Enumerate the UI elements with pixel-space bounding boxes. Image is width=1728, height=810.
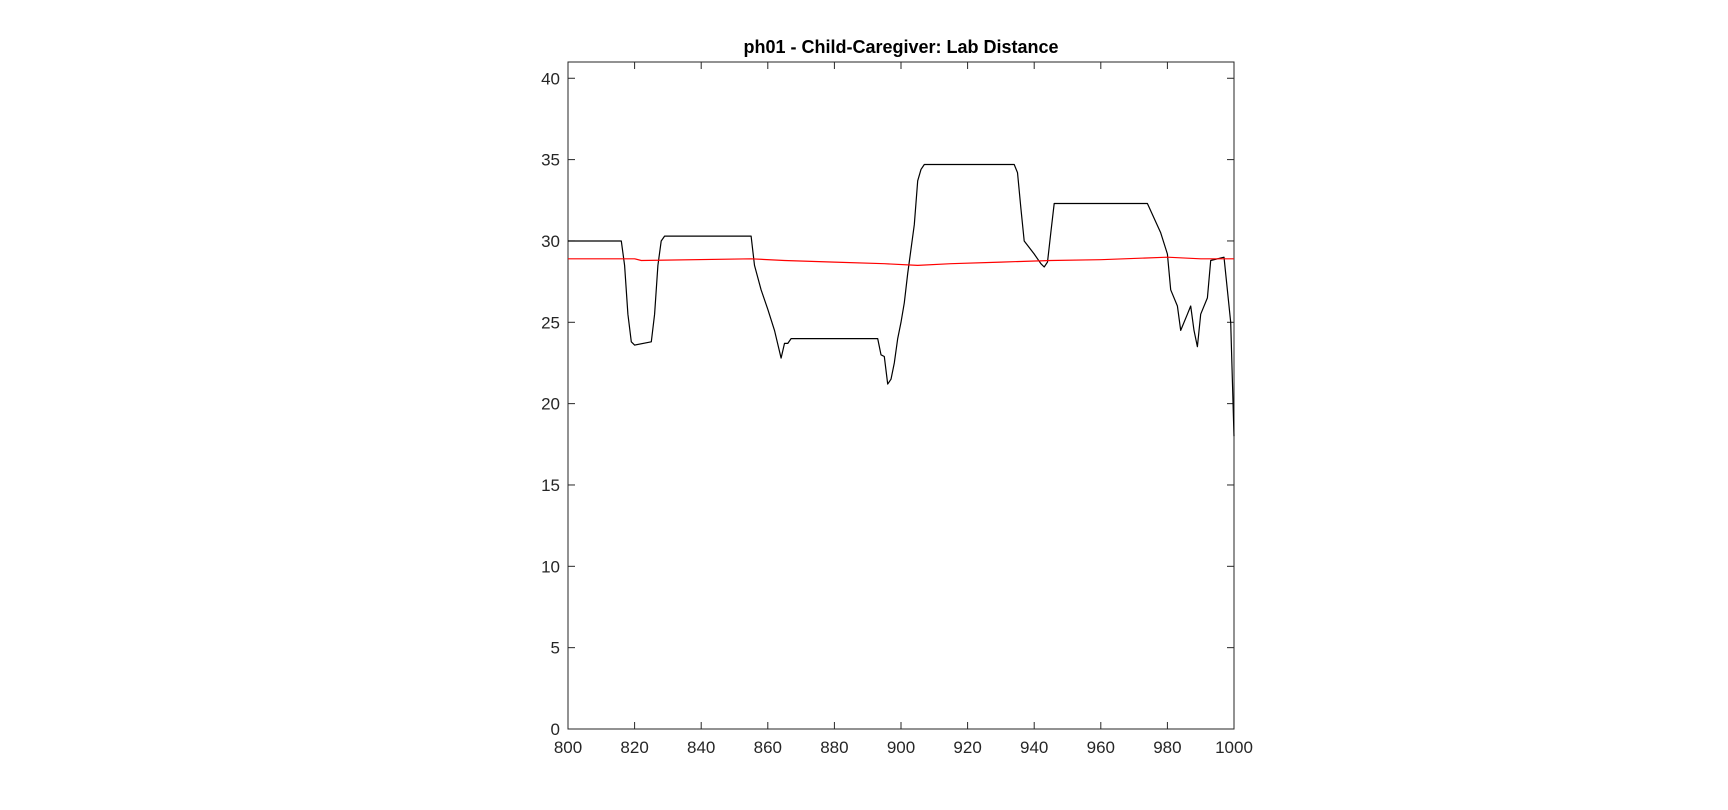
x-tick-label: 980 — [1153, 738, 1181, 757]
series-line-0 — [568, 163, 1235, 437]
series-1 — [568, 256, 1234, 266]
y-tick-label: 10 — [541, 557, 560, 576]
x-tick-label: 920 — [953, 738, 981, 757]
y-tick-label: 30 — [541, 232, 560, 251]
x-tick-label: 800 — [554, 738, 582, 757]
y-tick-label: 5 — [551, 639, 560, 658]
x-tick-label: 900 — [887, 738, 915, 757]
series-line-1 — [568, 256, 1234, 266]
x-tick-label: 960 — [1087, 738, 1115, 757]
y-tick-label: 40 — [541, 69, 560, 88]
y-tick-label: 20 — [541, 395, 560, 414]
x-tick-label: 880 — [820, 738, 848, 757]
x-tick-label: 840 — [687, 738, 715, 757]
x-tick-label: 1000 — [1215, 738, 1253, 757]
series-layer — [568, 163, 1235, 437]
y-tick-label: 25 — [541, 313, 560, 332]
y-tick-label: 15 — [541, 476, 560, 495]
plot-area — [567, 61, 1235, 730]
x-axis-ticks: 800 820 840 860 880 900 920 940 960 980 1000 — [554, 62, 1253, 757]
y-tick-label: 35 — [541, 151, 560, 170]
x-tick-label: 820 — [620, 738, 648, 757]
chart-title: ph01 - Child-Caregiver: Lab Distance — [743, 37, 1058, 57]
y-tick-label: 0 — [551, 720, 560, 739]
axes: 800 820 840 860 880 900 920 940 960 980 1000 0 5 10 1… — [541, 61, 1253, 757]
series-0 — [568, 163, 1235, 437]
x-tick-label: 940 — [1020, 738, 1048, 757]
x-tick-label: 860 — [754, 738, 782, 757]
